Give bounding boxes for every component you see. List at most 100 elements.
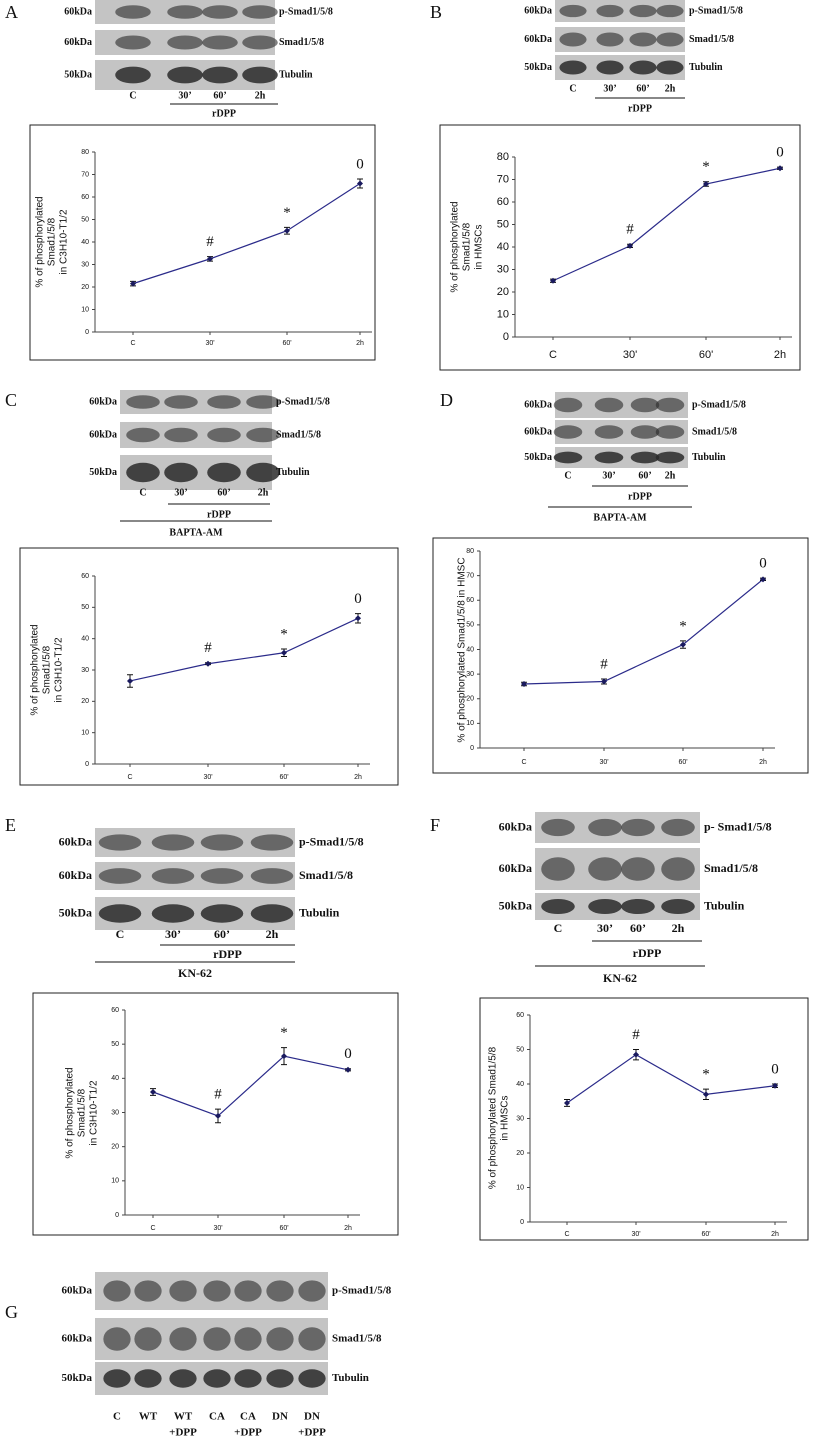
- mw-label: 60kDa: [499, 819, 532, 833]
- band: [661, 857, 695, 881]
- band: [596, 32, 624, 47]
- y-tick-label: 60: [81, 573, 89, 580]
- lane-label: 60’: [638, 470, 651, 481]
- significance-mark: *: [679, 618, 687, 634]
- y-tick-label: 10: [81, 306, 89, 313]
- significance-mark: 0: [759, 556, 767, 572]
- mw-label: 60kDa: [61, 1333, 92, 1345]
- protein-label: Smad1/5/8: [332, 1333, 382, 1345]
- y-tick-label: 20: [81, 698, 89, 705]
- band: [202, 66, 238, 84]
- panel-letter: F: [430, 815, 440, 835]
- data-line: [129, 617, 359, 682]
- y-tick-label: 50: [466, 622, 474, 629]
- lane-label: 2h: [665, 470, 676, 481]
- band: [559, 32, 587, 47]
- lane-label: 30’: [597, 921, 613, 935]
- y-tick-label: 30: [81, 261, 89, 268]
- y-tick-label: 0: [85, 329, 89, 336]
- protein-label: p-Smad1/5/8: [332, 1285, 392, 1297]
- significance-mark: 0: [344, 1046, 352, 1062]
- significance-mark: *: [280, 1025, 288, 1041]
- band: [202, 35, 238, 50]
- band: [655, 397, 685, 413]
- panel-letter: B: [430, 2, 442, 22]
- band: [234, 1327, 262, 1351]
- data-point: [150, 1089, 156, 1095]
- lane-label: 60’: [213, 90, 226, 101]
- x-tick-label: 60': [282, 340, 291, 347]
- band: [103, 1280, 131, 1302]
- y-tick-label: 40: [81, 636, 89, 643]
- y-tick-label: 60: [111, 1007, 119, 1014]
- x-tick-label: 30': [623, 349, 637, 361]
- lane-label: DN: [272, 1411, 288, 1423]
- y-axis-label: % of phosphorylated: [35, 196, 46, 287]
- data-point: [703, 1091, 709, 1098]
- y-tick-label: 60: [81, 194, 89, 201]
- band: [200, 868, 244, 884]
- data-line: [566, 1053, 776, 1104]
- mw-label: 60kDa: [64, 6, 92, 17]
- protein-label: Tubulin: [276, 467, 310, 478]
- mw-label: 50kDa: [524, 452, 552, 463]
- band: [151, 868, 195, 884]
- band: [242, 5, 278, 19]
- lane-label: C: [554, 921, 563, 935]
- band: [655, 451, 685, 464]
- y-tick-label: 0: [520, 1219, 524, 1226]
- band: [164, 395, 198, 409]
- chart-frame: [479, 997, 809, 1241]
- y-tick-label: 10: [466, 720, 474, 727]
- band: [242, 66, 278, 84]
- band: [115, 5, 151, 19]
- significance-mark: *: [702, 1067, 710, 1083]
- y-tick-label: 20: [516, 1150, 524, 1157]
- x-tick-label: 2h: [759, 759, 767, 766]
- y-tick-label: 80: [81, 149, 89, 156]
- data-point: [550, 277, 556, 284]
- y-tick-label: 60: [516, 1012, 524, 1019]
- mw-label: 50kDa: [64, 69, 92, 80]
- chart-frame: [19, 547, 399, 786]
- y-axis-label: % of phosphorylated Smad1/5/8: [488, 1046, 499, 1189]
- lane-label: 60’: [630, 921, 646, 935]
- lane-label: WT: [174, 1411, 193, 1423]
- y-tick-label: 10: [111, 1178, 119, 1185]
- band: [250, 868, 294, 884]
- x-tick-label: 2h: [356, 340, 364, 347]
- y-tick-label: 30: [516, 1115, 524, 1122]
- band: [134, 1369, 162, 1388]
- band: [98, 904, 142, 923]
- data-point: [633, 1051, 639, 1058]
- y-tick-label: 40: [111, 1075, 119, 1082]
- y-tick-label: 0: [470, 745, 474, 752]
- x-tick-label: 30': [205, 340, 214, 347]
- treatment-label: rDPP: [212, 108, 236, 119]
- protein-label: Smad1/5/8: [689, 34, 734, 45]
- band: [164, 427, 198, 443]
- band: [234, 1369, 262, 1388]
- band: [541, 818, 575, 837]
- band: [559, 60, 587, 75]
- y-tick-label: 70: [466, 572, 474, 579]
- band: [266, 1369, 294, 1388]
- band: [242, 35, 278, 50]
- lane-label: 2h: [266, 927, 279, 941]
- lane-label: CA: [240, 1411, 256, 1423]
- band: [266, 1280, 294, 1302]
- x-tick-label: 60': [699, 349, 713, 361]
- chart-frame: [29, 124, 376, 361]
- y-tick-label: 80: [497, 151, 509, 163]
- band: [169, 1327, 197, 1351]
- protein-label: Smad1/5/8: [692, 426, 737, 437]
- protein-label: Tubulin: [279, 69, 313, 80]
- treatment-label: rDPP: [207, 509, 231, 520]
- significance-mark: #: [204, 640, 212, 656]
- x-tick-label: 30': [203, 774, 212, 781]
- mw-label: 50kDa: [59, 905, 92, 919]
- data-point: [281, 1053, 287, 1060]
- band: [588, 898, 622, 915]
- protein-label: p-Smad1/5/8: [276, 396, 330, 407]
